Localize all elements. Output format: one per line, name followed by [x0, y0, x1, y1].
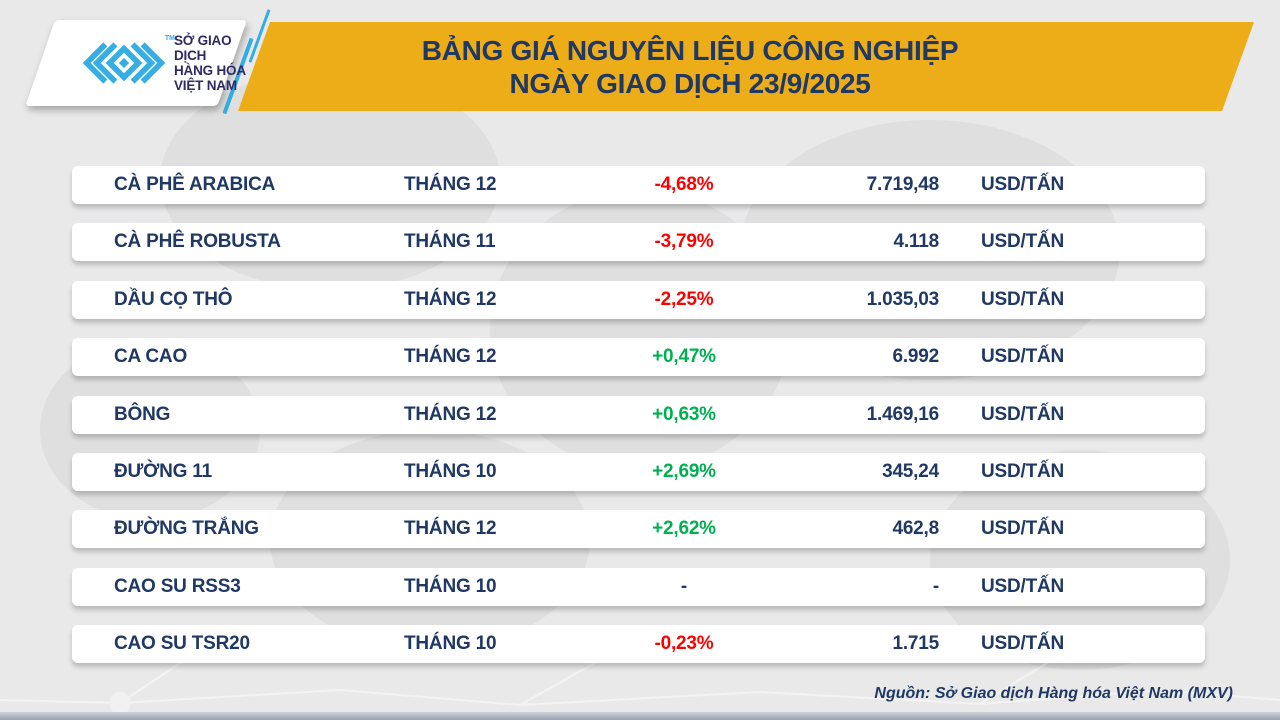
page-title: BẢNG GIÁ NGUYÊN LIỆU CÔNG NGHIỆP NGÀY GI… — [240, 22, 1140, 111]
price-unit: USD/TẤN — [981, 460, 1065, 482]
table-row: DẦU CỌ THÔ THÁNG 12 -2,25% 1.035,03 USD/… — [72, 280, 1205, 319]
change-percent: -0,23% — [654, 633, 714, 655]
price-unit: USD/TẤN — [981, 403, 1065, 425]
price-value: 4.118 — [893, 231, 940, 253]
table-row: ĐƯỜNG TRẮNG THÁNG 12 +2,62% 462,8 USD/TẤ… — [72, 510, 1205, 549]
commodity-name: CA CAO — [114, 346, 188, 368]
price-value: 345,24 — [882, 460, 939, 482]
price-value: 1.715 — [892, 633, 939, 655]
mxv-logo-text: SỞ GIAO DỊCH HÀNG HÓA VIỆT NAM — [174, 33, 247, 93]
price-value: 7.719,48 — [866, 174, 940, 195]
commodity-name: ĐƯỜNG TRẮNG — [114, 518, 259, 540]
price-value: 462,8 — [892, 518, 939, 540]
table-row: BÔNG THÁNG 12 +0,63% 1.469,16 USD/TẤN — [72, 395, 1205, 434]
price-value: 1.035,03 — [866, 288, 940, 310]
commodity-name: BÔNG — [114, 403, 171, 425]
commodity-name: ĐƯỜNG 11 — [114, 460, 212, 482]
price-value: 1.469,16 — [866, 403, 940, 425]
trademark-symbol: TM — [164, 35, 175, 42]
price-value: 6.992 — [892, 346, 939, 368]
logo-text-line2: HÀNG HÓA — [174, 63, 246, 78]
table-row: ĐƯỜNG 11 THÁNG 10 +2,69% 345,24 USD/TẤN — [72, 452, 1205, 491]
price-value: - — [932, 575, 939, 597]
contract-month: THÁNG 10 — [404, 633, 497, 655]
table-row: CA CAO THÁNG 12 +0,47% 6.992 USD/TẤN — [72, 338, 1205, 377]
price-unit: USD/TẤN — [981, 518, 1065, 540]
price-unit: USD/TẤN — [981, 633, 1065, 655]
change-percent: - — [680, 575, 688, 597]
contract-month: THÁNG 10 — [404, 575, 497, 597]
contract-month: THÁNG 12 — [404, 174, 497, 195]
commodity-name: CÀ PHÊ ARABICA — [114, 174, 276, 195]
change-percent: -3,79% — [654, 231, 714, 253]
change-percent: +2,69% — [652, 460, 716, 482]
contract-month: THÁNG 12 — [404, 518, 497, 540]
table-row: CÀ PHÊ ARABICA THÁNG 12 -4,68% 7.719,48 … — [72, 166, 1205, 204]
change-percent: +0,63% — [652, 403, 716, 425]
mxv-logo-plate: TM SỞ GIAO DỊCH HÀNG HÓA VIỆT NAM — [25, 20, 248, 106]
contract-month: THÁNG 12 — [404, 346, 497, 368]
logo-text-line3: VIỆT NAM — [174, 78, 237, 93]
table-row: CÀ PHÊ ROBUSTA THÁNG 11 -3,79% 4.118 USD… — [72, 223, 1205, 262]
change-percent: +0,47% — [652, 346, 716, 368]
price-unit: USD/TẤN — [981, 231, 1065, 253]
mxv-diamond-chevrons-icon: TM — [81, 35, 175, 89]
change-percent: -2,25% — [654, 288, 714, 310]
price-table: CÀ PHÊ ARABICA THÁNG 12 -4,68% 7.719,48 … — [72, 166, 1205, 664]
price-unit: USD/TẤN — [981, 575, 1065, 597]
change-percent: +2,62% — [652, 518, 716, 540]
contract-month: THÁNG 11 — [404, 231, 496, 253]
price-unit: USD/TẤN — [981, 174, 1065, 195]
source-note: Nguồn: Sở Giao dịch Hàng hóa Việt Nam (M… — [874, 685, 1233, 702]
contract-month: THÁNG 12 — [404, 403, 497, 425]
price-unit: USD/TẤN — [981, 288, 1065, 310]
bottom-bar — [0, 712, 1280, 720]
table-row: CAO SU TSR20 THÁNG 10 -0,23% 1.715 USD/T… — [72, 625, 1205, 664]
logo-text-line1: SỞ GIAO DỊCH — [174, 33, 232, 63]
commodity-name: CÀ PHÊ ROBUSTA — [114, 231, 281, 253]
page-title-line2: NGÀY GIAO DỊCH 23/9/2025 — [509, 67, 871, 99]
price-unit: USD/TẤN — [981, 346, 1065, 368]
table-row: CAO SU RSS3 THÁNG 10 - - USD/TẤN — [72, 567, 1205, 606]
contract-month: THÁNG 12 — [404, 288, 497, 310]
change-percent: -4,68% — [654, 174, 714, 195]
commodity-name: DẦU CỌ THÔ — [114, 288, 233, 310]
page-title-line1: BẢNG GIÁ NGUYÊN LIỆU CÔNG NGHIỆP — [421, 34, 959, 66]
contract-month: THÁNG 10 — [404, 460, 497, 482]
commodity-name: CAO SU TSR20 — [114, 633, 250, 655]
commodity-name: CAO SU RSS3 — [114, 575, 241, 597]
